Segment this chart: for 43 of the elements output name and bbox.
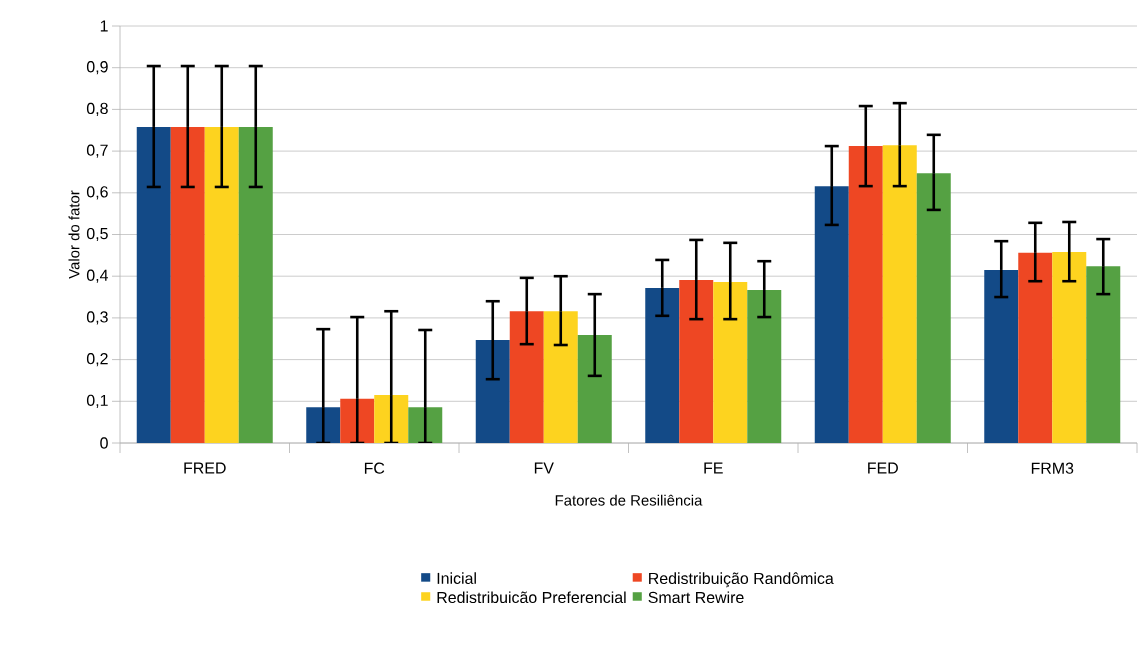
bar: [238, 126, 273, 443]
bar: [645, 287, 680, 443]
bar: [679, 279, 714, 443]
y-axis-title: Valor do fator: [68, 190, 80, 279]
y-tick-label: 0,7: [86, 144, 108, 158]
bar: [543, 311, 578, 443]
bar: [1086, 266, 1121, 443]
x-tick-label: FC: [364, 462, 385, 474]
y-tick-label: 0,4: [86, 269, 108, 283]
bar: [882, 145, 917, 443]
bar: [1052, 252, 1087, 443]
y-tick-label: 0,2: [86, 353, 108, 367]
bar: [577, 335, 612, 443]
y-tick-label: 0: [100, 437, 108, 449]
y-tick-label: 0,5: [86, 227, 108, 242]
bar: [848, 146, 883, 443]
y-tick-label: 1: [100, 20, 108, 32]
y-tick-label: 0,3: [86, 311, 108, 325]
bar: [170, 126, 205, 443]
bar: [509, 311, 544, 443]
bar: [814, 186, 849, 443]
legend-label: Redistribuição Randômica: [649, 572, 834, 588]
y-tick-label: 0,6: [86, 186, 108, 200]
bar: [136, 126, 171, 443]
y-tick-label: 0,9: [86, 61, 108, 75]
x-tick-label: FRED: [184, 462, 226, 474]
bar: [1018, 252, 1053, 443]
bar: [747, 289, 782, 443]
bar: [713, 282, 748, 443]
bar: [984, 269, 1019, 443]
bar: [204, 126, 239, 443]
y-tick-label: 0,8: [86, 102, 108, 116]
x-axis-title: Fatores de Resiliência: [555, 494, 703, 506]
bar: [916, 173, 951, 443]
x-tick-label: FRM3: [1031, 462, 1074, 474]
legend-label: Redistribuicão Preferencial: [437, 591, 626, 604]
legend-label: Smart Rewire: [648, 591, 744, 604]
x-tick-label: FED: [868, 462, 898, 474]
x-tick-label: FE: [704, 462, 723, 474]
legend-label: Inicial: [437, 572, 476, 585]
x-tick-label: FV: [534, 462, 554, 474]
y-tick-label: 0,1: [86, 394, 108, 408]
bar: [475, 340, 510, 443]
